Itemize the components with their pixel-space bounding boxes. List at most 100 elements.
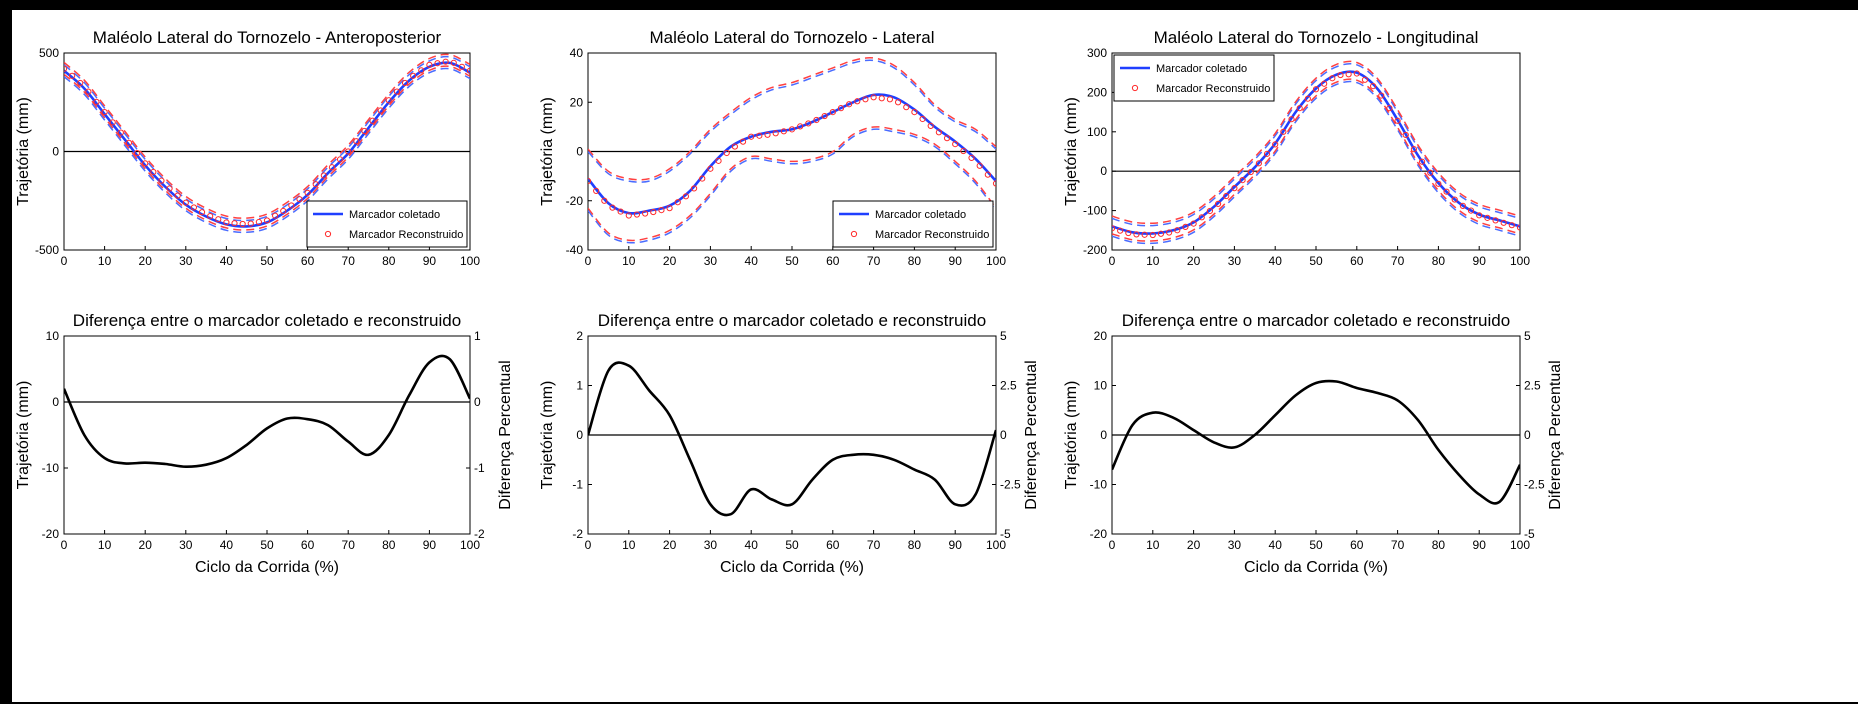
marker-reconstructed	[699, 175, 706, 182]
marker-reconstructed	[1476, 212, 1483, 219]
marker-reconstructed	[821, 112, 828, 120]
marker-reconstructed	[328, 164, 336, 171]
y-tick-label-right: 2.5	[1000, 379, 1017, 393]
marker-reconstructed	[903, 104, 910, 111]
marker-reconstructed	[345, 148, 352, 155]
marker-reconstructed	[1117, 227, 1124, 234]
y-tick-label-right: -2.5	[1000, 478, 1021, 492]
marker-reconstructed	[336, 156, 344, 163]
legend-swatch-reconstructed	[324, 230, 332, 238]
chart-ap: Maléolo Lateral do Tornozelo - Anteropos…	[15, 28, 480, 268]
x-tick-label: 100	[460, 254, 480, 268]
y-tick-label: -20	[566, 194, 584, 208]
marker-reconstructed	[805, 120, 812, 127]
x-tick-label: 10	[622, 538, 636, 552]
figure-sheet: Maléolo Lateral do Tornozelo - Anteropos…	[12, 10, 1858, 702]
marker-reconstructed	[1484, 214, 1491, 221]
x-tick-label: 100	[460, 538, 480, 552]
x-tick-label: 90	[1473, 254, 1487, 268]
marker-reconstructed	[117, 129, 124, 136]
marker-reconstructed	[1402, 131, 1409, 139]
marker-reconstructed	[182, 199, 189, 206]
x-tick-label: 30	[1228, 538, 1242, 552]
marker-reconstructed	[158, 177, 165, 184]
legend-box	[832, 200, 994, 248]
x-tick-label: 30	[179, 254, 193, 268]
marker-reconstructed	[377, 107, 384, 114]
marker-reconstructed	[1288, 116, 1295, 123]
marker-reconstructed	[101, 109, 108, 116]
marker-reconstructed	[927, 122, 934, 129]
difference-line	[1112, 379, 1520, 505]
x-tick-label: 20	[1187, 254, 1201, 268]
marker-reconstructed	[588, 177, 592, 185]
y-axis-label: Trajetória (mm)	[15, 97, 32, 206]
marker-reconstructed	[1263, 150, 1271, 157]
band-lower-collected	[64, 67, 470, 234]
x-tick-label: 70	[1391, 254, 1405, 268]
marker-reconstructed	[707, 165, 714, 172]
marker-reconstructed	[593, 187, 600, 194]
marker-reconstructed	[263, 217, 271, 224]
band-lower-reconstructed	[1112, 78, 1520, 242]
y-axis-label: Trajetória (mm)	[539, 381, 556, 490]
chart-title: Maléolo Lateral do Tornozelo - Lateral	[649, 28, 934, 47]
marker-reconstructed	[418, 67, 425, 74]
x-tick-label: 50	[1309, 538, 1323, 552]
marker-reconstructed	[1353, 70, 1360, 77]
marker-reconstructed	[272, 212, 279, 219]
marker-reconstructed	[960, 147, 967, 155]
marker-reconstructed	[1112, 225, 1116, 232]
marker-reconstructed	[231, 220, 238, 227]
x-tick-label: 10	[98, 538, 112, 552]
x-tick-label: 70	[867, 254, 881, 268]
band-upper-reconstructed	[1112, 60, 1520, 225]
plot-area	[64, 53, 470, 234]
x-tick-label: 0	[61, 538, 68, 552]
marker-reconstructed	[756, 132, 763, 139]
chart-title: Diferença entre o marcador coletado e re…	[598, 311, 986, 330]
marker-reconstructed	[1435, 180, 1442, 187]
marker-reconstructed	[1459, 202, 1466, 209]
marker-reconstructed	[353, 138, 360, 145]
plot-frame	[63, 335, 471, 535]
band-upper-collected	[64, 55, 470, 222]
marker-reconstructed	[1231, 185, 1238, 192]
x-tick-label: 30	[179, 538, 193, 552]
x-axis-label: Ciclo da Corrida (%)	[1244, 559, 1388, 576]
marker-reconstructed	[1141, 231, 1148, 238]
marker-reconstructed	[894, 99, 902, 106]
x-tick-label: 100	[1510, 254, 1530, 268]
marker-reconstructed	[1182, 223, 1189, 231]
x-tick-label: 100	[986, 254, 1006, 268]
band-lower-reconstructed	[64, 65, 470, 231]
marker-reconstructed	[190, 204, 198, 211]
marker-reconstructed	[142, 160, 149, 167]
x-tick-label: 60	[826, 254, 840, 268]
y-tick-label: 10	[1094, 379, 1108, 393]
y-tick-label: 0	[1100, 164, 1107, 178]
y-tick-label: -40	[566, 243, 584, 257]
marker-reconstructed	[1255, 160, 1262, 167]
marker-reconstructed	[968, 154, 975, 162]
x-tick-label: 80	[908, 254, 922, 268]
band-upper-collected	[588, 59, 996, 183]
x-tick-label: 10	[98, 254, 112, 268]
marker-reconstructed	[984, 171, 991, 178]
x-tick-label: 0	[585, 538, 592, 552]
band-lower-collected	[1112, 80, 1520, 245]
marker-reconstructed	[77, 79, 84, 87]
marker-reconstructed	[633, 211, 641, 218]
x-tick-label: 60	[1350, 254, 1364, 268]
marker-reconstructed	[450, 59, 457, 66]
marker-reconstructed	[1516, 224, 1520, 231]
legend-label-reconstructed: Marcador Reconstruido	[1156, 83, 1270, 95]
marker-reconstructed	[85, 88, 92, 95]
y-tick-label: -10	[1090, 478, 1108, 492]
marker-reconstructed	[1329, 75, 1336, 82]
y-tick-label: 0	[52, 145, 59, 159]
marker-reconstructed	[1467, 207, 1475, 214]
legend-box	[1113, 54, 1275, 102]
marker-reconstructed	[715, 157, 722, 164]
marker-reconstructed	[1190, 220, 1197, 227]
